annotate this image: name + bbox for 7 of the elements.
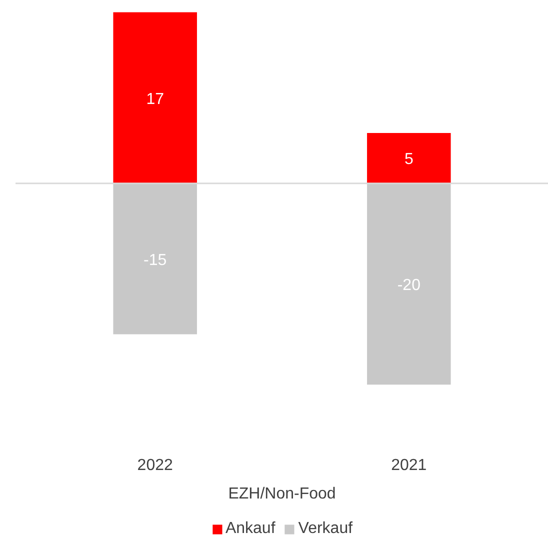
legend-label: Verkauf (298, 520, 353, 538)
x-axis-title: EZH/Non-Food (228, 486, 336, 502)
data-label: 17 (146, 90, 164, 108)
x-tick-label: 2022 (137, 457, 173, 474)
x-tick-label: 2021 (391, 457, 427, 474)
legend-label: Ankauf (225, 520, 276, 538)
data-label: 5 (404, 151, 414, 168)
